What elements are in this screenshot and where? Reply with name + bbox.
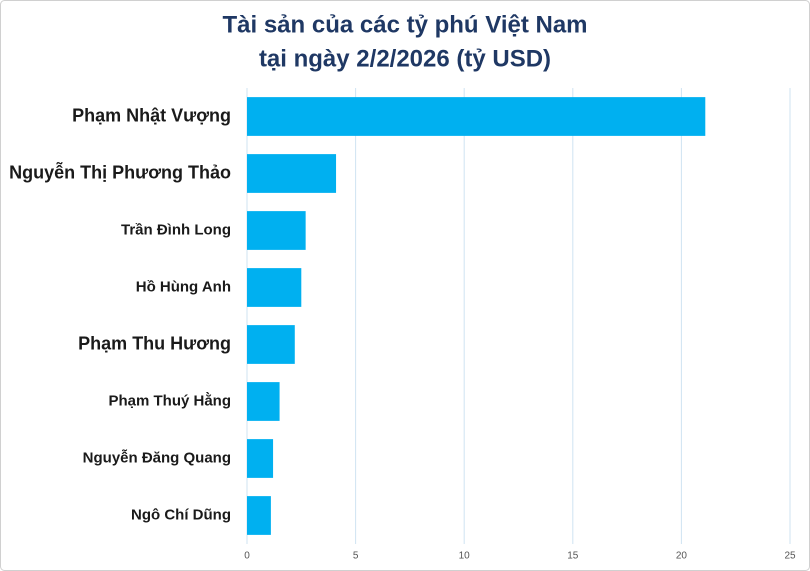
chart-title: Tài sản của các tỷ phú Việt Nam — [222, 11, 587, 38]
y-tick-label: Nguyễn Đăng Quang — [83, 449, 231, 466]
bar — [247, 382, 280, 421]
y-tick-label: Phạm Thu Hương — [78, 333, 231, 353]
x-tick-label: 20 — [676, 551, 688, 562]
bar — [247, 439, 274, 478]
chart-title: tại ngày 2/2/2026 (tỷ USD) — [259, 45, 551, 72]
bar — [247, 211, 306, 250]
bar — [247, 496, 271, 535]
bar — [247, 97, 706, 136]
y-tick-label: Hồ Hùng Anh — [136, 278, 231, 295]
bar — [247, 268, 302, 307]
x-tick-label: 15 — [567, 551, 579, 562]
bar — [247, 154, 337, 193]
x-tick-label: 0 — [244, 551, 250, 562]
y-tick-label: Nguyễn Thị Phương Thảo — [9, 161, 231, 182]
y-tick-label: Ngô Chí Dũng — [131, 506, 231, 523]
x-tick-label: 25 — [784, 551, 796, 562]
y-tick-label: Phạm Thuý Hằng — [108, 391, 231, 409]
x-tick-label: 10 — [459, 551, 471, 562]
x-tick-label: 5 — [353, 551, 359, 562]
y-tick-label: Phạm Nhật Vượng — [72, 105, 231, 125]
y-tick-label: Trần Đình Long — [121, 221, 231, 238]
bar — [247, 325, 295, 364]
